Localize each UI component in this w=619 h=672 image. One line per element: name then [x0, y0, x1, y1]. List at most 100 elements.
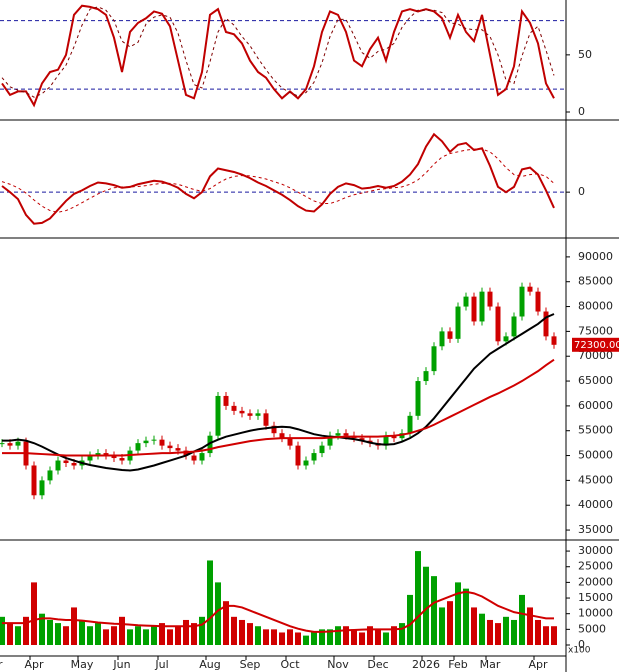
candle: [71, 463, 77, 466]
candle: [231, 405, 237, 411]
y-tick-label: 0: [578, 105, 585, 118]
y-tick-label: 35000: [578, 523, 613, 536]
series-line: [2, 313, 555, 472]
volume-bar: [455, 582, 461, 645]
volume-bar: [399, 623, 405, 645]
candle: [359, 438, 365, 441]
candle: [535, 291, 541, 312]
volume-bar: [519, 594, 525, 645]
volume-bar: [103, 629, 109, 645]
candle: [543, 311, 549, 337]
volume-bar: [15, 626, 21, 645]
candle: [423, 371, 429, 382]
volume-bar: [543, 626, 549, 645]
volume-bar: [231, 616, 237, 645]
volume-bar: [527, 607, 533, 645]
y-tick-label: 15000: [578, 591, 613, 604]
y-tick-label: 45000: [578, 473, 613, 486]
candle: [511, 316, 517, 337]
volume-bar: [23, 616, 29, 645]
y-tick-label: 30000: [578, 544, 613, 557]
y-tick-label: 40000: [578, 498, 613, 511]
y-tick-label: 50: [578, 48, 592, 61]
candle: [247, 413, 253, 416]
candle: [495, 306, 501, 342]
volume-bar: [239, 619, 245, 645]
volume-bar: [343, 626, 349, 645]
y-tick-label: 55000: [578, 424, 613, 437]
candle: [303, 460, 309, 466]
y-tick-label: 25000: [578, 560, 613, 573]
candle: [207, 435, 213, 454]
candle: [191, 455, 197, 461]
volume-bar: [287, 629, 293, 645]
candle: [111, 455, 117, 459]
candle: [447, 331, 453, 339]
volume-bar: [375, 629, 381, 645]
candle: [151, 439, 157, 441]
volume-bar: [367, 626, 373, 645]
candle: [335, 433, 341, 436]
volume-bar: [135, 626, 141, 645]
volume-bar: [79, 619, 85, 645]
unit-label: x100: [568, 646, 591, 656]
volume-bar: [487, 619, 493, 645]
y-tick-label: 80000: [578, 300, 613, 313]
x-tick-label: Apr: [24, 658, 44, 671]
y-tick-label: 0: [578, 185, 585, 198]
series-line: [1, 132, 555, 225]
volume-bar: [415, 551, 421, 645]
candle: [39, 480, 45, 496]
candle: [271, 425, 277, 434]
candle: [519, 286, 525, 317]
y-tick-label: 10000: [578, 607, 613, 620]
volume-bar: [431, 576, 437, 645]
volume-bar: [127, 629, 133, 645]
volume-bar: [119, 616, 125, 645]
volume-bar: [47, 619, 53, 645]
candle: [527, 286, 533, 292]
volume-bar: [63, 626, 69, 645]
volume-bar: [207, 560, 213, 645]
candle: [391, 435, 397, 439]
x-tick-label: Dec: [367, 658, 388, 671]
volume-bar: [319, 629, 325, 645]
y-tick-label: 50000: [578, 449, 613, 462]
volume-bar: [95, 623, 101, 645]
candle: [255, 413, 261, 416]
candle: [431, 346, 437, 372]
x-tick-label: Nov: [327, 658, 349, 671]
volume-bar: [223, 601, 229, 645]
x-tick-label: r: [0, 658, 3, 671]
y-tick-label: 60000: [578, 399, 613, 412]
last-price-box: [572, 337, 619, 352]
volume-bar: [175, 626, 181, 645]
candle: [143, 440, 149, 444]
x-tick-label: Sep: [240, 658, 261, 671]
x-tick-label: May: [71, 658, 94, 671]
candle: [167, 445, 173, 449]
candle: [135, 443, 141, 451]
volume-bar: [311, 632, 317, 645]
candle: [279, 433, 285, 439]
volume-bar: [495, 623, 501, 645]
candle: [95, 453, 101, 456]
candle: [63, 460, 69, 464]
volume-bar: [511, 619, 517, 645]
volume-bar: [39, 613, 45, 645]
candle: [463, 296, 469, 307]
candle: [295, 445, 301, 466]
candle: [479, 291, 485, 322]
candle: [15, 441, 21, 446]
volume-bar: [327, 629, 333, 645]
volume-bar: [279, 632, 285, 645]
y-tick-label: 65000: [578, 374, 613, 387]
volume-bar: [295, 632, 301, 645]
volume-bar: [183, 619, 189, 645]
candle: [311, 453, 317, 461]
candle: [31, 465, 37, 496]
candle: [471, 296, 477, 322]
x-tick-label: Oct: [280, 658, 300, 671]
